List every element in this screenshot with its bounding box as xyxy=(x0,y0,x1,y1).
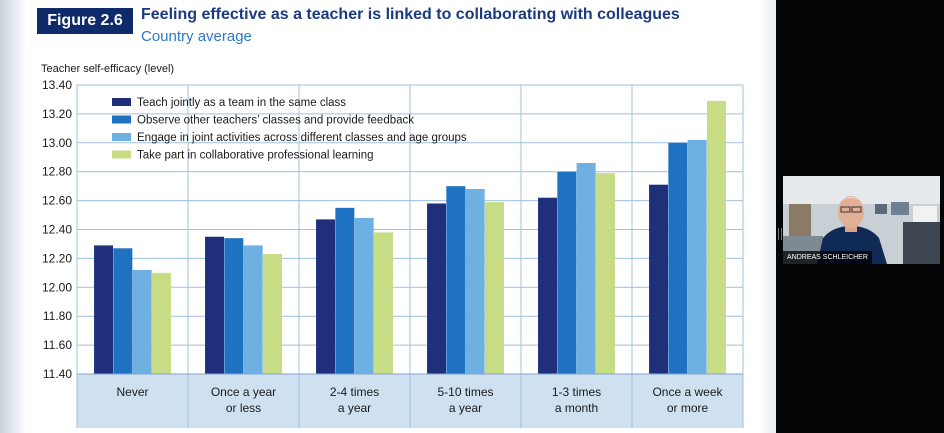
slide-right-shade xyxy=(758,0,776,433)
bar-1 xyxy=(427,203,447,374)
bar-2 xyxy=(113,248,133,374)
category-label: 5-10 times xyxy=(437,385,493,399)
bar-1 xyxy=(94,245,114,374)
bar-4 xyxy=(151,272,171,374)
y-tick-label: 12.80 xyxy=(42,165,72,179)
bar-2 xyxy=(557,171,577,374)
category-label: 1-3 times xyxy=(552,385,601,399)
figure-title: Feeling effective as a teacher is linked… xyxy=(141,6,680,23)
participant-video-tile[interactable]: ANDREAS SCHLEICHER xyxy=(783,176,940,264)
category-label: a year xyxy=(338,401,371,415)
bar-1 xyxy=(316,219,336,374)
bar-1 xyxy=(538,197,558,374)
speaker-video-icon xyxy=(783,176,940,264)
bar-2 xyxy=(224,238,244,374)
category-label: a year xyxy=(449,401,482,415)
slide-left-shade xyxy=(0,0,26,433)
figure-number-badge: Figure 2.6 xyxy=(37,8,133,34)
bar-4 xyxy=(706,100,726,375)
category-label: Once a week xyxy=(652,385,723,399)
category-label: or more xyxy=(667,401,709,415)
legend-swatch-1 xyxy=(112,98,131,106)
category-label: or less xyxy=(226,401,261,415)
bar-3 xyxy=(354,217,374,374)
category-label: Once a year xyxy=(211,385,276,399)
y-tick-label: 12.60 xyxy=(42,194,72,208)
legend-label-2: Observe other teachers’ classes and prov… xyxy=(137,115,414,127)
bar-3 xyxy=(243,245,263,374)
bar-3 xyxy=(132,269,152,374)
bar-3 xyxy=(687,139,707,374)
bar-4 xyxy=(484,202,504,374)
participant-name-label: ANDREAS SCHLEICHER xyxy=(783,251,872,264)
legend-swatch-4 xyxy=(112,150,131,159)
category-label: 2-4 times xyxy=(330,385,379,399)
y-tick-label: 11.40 xyxy=(43,367,72,381)
bar-2 xyxy=(668,142,688,374)
bar-3 xyxy=(465,189,485,374)
legend-label-1: Teach jointly as a team in the same clas… xyxy=(137,97,346,109)
y-tick-label: 11.80 xyxy=(43,309,72,323)
legend-swatch-3 xyxy=(112,133,131,141)
y-tick-label: 12.00 xyxy=(42,280,72,294)
category-label: a month xyxy=(555,401,598,415)
bar-4 xyxy=(595,173,615,374)
bar-3 xyxy=(576,163,596,374)
bar-chart: 13.40 13.20 13.00 12.80 12.60 12.40 12.20 12.00… xyxy=(42,78,744,428)
bar-4 xyxy=(262,254,282,374)
y-tick-label: 13.00 xyxy=(42,136,72,150)
y-tick-label: 11.60 xyxy=(43,338,72,352)
presentation-slide: Figure 2.6 Feeling effective as a teache… xyxy=(0,0,776,433)
y-tick-label: 12.20 xyxy=(42,251,72,265)
panel-resize-handle[interactable] xyxy=(778,228,782,240)
y-tick-label: 12.40 xyxy=(42,223,72,237)
legend-swatch-2 xyxy=(112,115,131,124)
y-axis-title: Teacher self-efficacy (level) xyxy=(41,63,175,75)
figure-subtitle: Country average xyxy=(141,28,252,45)
category-label: Never xyxy=(116,385,148,399)
bar-2 xyxy=(446,186,466,374)
bar-4 xyxy=(373,232,393,374)
bar-1 xyxy=(649,184,669,374)
y-tick-label: 13.20 xyxy=(42,107,72,121)
y-tick-label: 13.40 xyxy=(42,78,72,92)
legend-label-3: Engage in joint activities across differ… xyxy=(137,132,467,144)
bar-2 xyxy=(335,207,355,374)
legend-label-4: Take part in collaborative professional … xyxy=(137,150,374,162)
bar-1 xyxy=(205,236,225,374)
